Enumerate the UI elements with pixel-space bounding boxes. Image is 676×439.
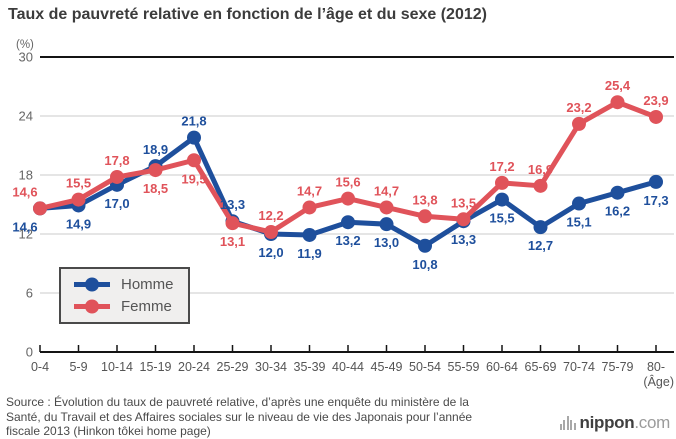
svg-text:0: 0 [26,345,33,360]
svg-text:40-44: 40-44 [332,360,364,374]
svg-text:18: 18 [19,168,33,183]
source-line: fiscale 2013 (Hinkon tôkei home page) [6,424,211,438]
svg-text:75-79: 75-79 [602,360,634,374]
svg-text:15,6: 15,6 [335,175,360,190]
svg-text:17,0: 17,0 [104,196,129,211]
svg-text:80-: 80- [647,360,665,374]
svg-text:23,9: 23,9 [643,93,668,108]
svg-text:16,9: 16,9 [528,162,553,177]
svg-text:0-4: 0-4 [31,360,49,374]
svg-text:15,5: 15,5 [66,176,91,191]
svg-text:50-54: 50-54 [409,360,441,374]
femme-line-marker-icon [74,299,110,314]
svg-text:(%): (%) [16,39,34,51]
svg-text:17,2: 17,2 [489,159,514,174]
svg-text:12,7: 12,7 [528,238,553,253]
legend-item-homme: Homme [73,276,174,293]
chart-legend: Homme Femme [59,267,190,324]
svg-text:21,8: 21,8 [181,114,206,129]
homme-line-marker-icon [74,277,110,292]
svg-text:16,2: 16,2 [605,204,630,219]
svg-text:14,7: 14,7 [374,183,399,198]
logo-text: nippon.com [580,413,671,433]
svg-text:11,9: 11,9 [297,246,322,261]
nippon-com-logo: nippon.com [559,413,671,433]
legend-label-homme: Homme [121,276,174,293]
legend-label-femme: Femme [121,298,172,315]
svg-text:30: 30 [19,50,33,65]
svg-text:10,8: 10,8 [412,257,437,272]
svg-text:14,6: 14,6 [12,184,37,199]
svg-text:14,6: 14,6 [12,219,37,234]
svg-text:25,4: 25,4 [605,78,631,93]
svg-text:60-64: 60-64 [486,360,518,374]
svg-text:30-34: 30-34 [255,360,287,374]
line-chart: 0 6 12 18 24 30(%) 0-4 5-9 10-14 15-19 20-24 25-29 3… [12,39,674,389]
svg-text:12: 12 [19,227,33,242]
svg-text:14,9: 14,9 [66,216,91,231]
svg-text:55-59: 55-59 [448,360,480,374]
svg-text:14,7: 14,7 [297,183,322,198]
svg-text:13,3: 13,3 [220,197,245,212]
logo-text-bold: nippon [579,413,635,432]
svg-text:15-19: 15-19 [140,360,172,374]
legend-item-femme: Femme [73,298,174,315]
svg-text:13,5: 13,5 [451,195,476,210]
svg-text:12,0: 12,0 [258,245,283,260]
svg-text:65-69: 65-69 [525,360,557,374]
svg-text:18,5: 18,5 [143,181,168,196]
svg-text:19,5: 19,5 [181,171,206,186]
svg-text:15,5: 15,5 [489,211,514,226]
logo-text-light: .com [634,413,670,432]
source-line: Santé, du Travail et des Affaires social… [6,409,473,424]
svg-text:13,3: 13,3 [451,232,476,247]
chart-title: Taux de pauvreté relative en fonction de… [8,6,487,23]
nippon-fan-icon [559,416,576,433]
svg-text:13,8: 13,8 [412,192,437,207]
svg-text:35-39: 35-39 [294,360,326,374]
svg-text:70-74: 70-74 [563,360,595,374]
svg-text:18,9: 18,9 [143,142,168,157]
source-line: Source : Évolution du taux de pauvreté r… [6,395,469,409]
source-note: Source : Évolution du taux de pauvreté r… [6,395,511,439]
svg-text:13,2: 13,2 [335,233,360,248]
svg-text:20-24: 20-24 [178,360,210,374]
svg-text:13,0: 13,0 [374,235,399,250]
svg-text:17,8: 17,8 [104,153,129,168]
svg-text:23,2: 23,2 [566,100,591,115]
svg-text:10-14: 10-14 [101,360,133,374]
svg-text:12,2: 12,2 [258,208,283,223]
svg-text:45-49: 45-49 [371,360,403,374]
svg-text:13,1: 13,1 [220,234,245,249]
svg-text:5-9: 5-9 [69,360,87,374]
svg-text:(Âge): (Âge) [643,374,674,389]
svg-text:25-29: 25-29 [217,360,249,374]
svg-text:17,3: 17,3 [643,193,668,208]
svg-text:6: 6 [26,286,33,301]
svg-text:24: 24 [19,109,33,124]
svg-text:15,1: 15,1 [566,215,591,230]
